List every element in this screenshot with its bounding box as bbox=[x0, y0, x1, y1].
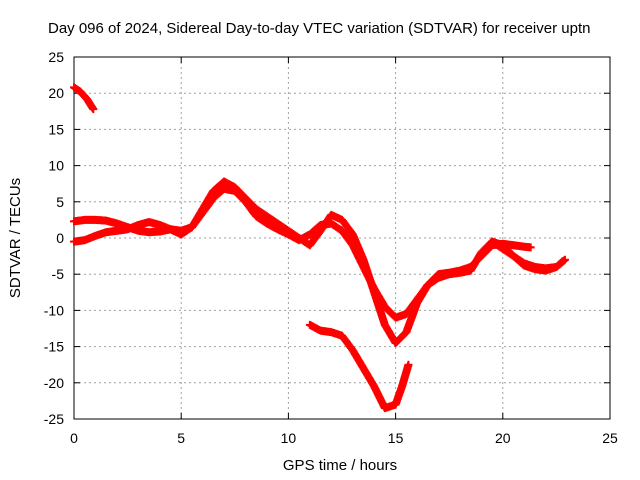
data-point bbox=[558, 257, 567, 266]
x-tick-label: 5 bbox=[177, 430, 185, 446]
y-axis-title: SDTVAR / TECUs bbox=[7, 178, 24, 298]
y-tick-label: -10 bbox=[44, 302, 64, 318]
data-point bbox=[89, 105, 98, 114]
x-tick-label: 20 bbox=[495, 430, 511, 446]
y-tick-label: 0 bbox=[56, 230, 64, 246]
y-tick-label: 15 bbox=[48, 121, 64, 137]
x-tick-label: 15 bbox=[388, 430, 404, 446]
y-tick-label: 20 bbox=[48, 85, 64, 101]
series-arc-4 bbox=[488, 237, 567, 275]
x-tick-label: 0 bbox=[70, 430, 78, 446]
x-tick-label: 25 bbox=[602, 430, 618, 446]
y-tick-label: -25 bbox=[44, 411, 64, 427]
y-tick-label: -5 bbox=[52, 266, 65, 282]
data-point bbox=[404, 360, 413, 369]
data-points bbox=[70, 83, 569, 413]
chart-title: Day 096 of 2024, Sidereal Day-to-day VTE… bbox=[48, 20, 590, 37]
grid bbox=[74, 57, 610, 419]
series-arc-2 bbox=[70, 184, 535, 322]
series-arc-3 bbox=[70, 177, 569, 347]
axis-ticks: 0 5 10 15 20 25 25 20 15 10 5 0 -5 -10 -15 -20 -25 bbox=[44, 49, 618, 446]
series-arc-1 bbox=[70, 83, 98, 114]
series-arc-5 bbox=[305, 320, 413, 413]
y-tick-label: -20 bbox=[44, 375, 64, 391]
x-axis-title: GPS time / hours bbox=[283, 457, 397, 474]
y-tick-label: 25 bbox=[48, 49, 64, 65]
y-tick-label: 5 bbox=[56, 194, 64, 210]
data-point bbox=[526, 243, 535, 252]
y-tick-label: 10 bbox=[48, 158, 64, 174]
x-tick-label: 10 bbox=[281, 430, 297, 446]
y-tick-label: -15 bbox=[44, 339, 64, 355]
